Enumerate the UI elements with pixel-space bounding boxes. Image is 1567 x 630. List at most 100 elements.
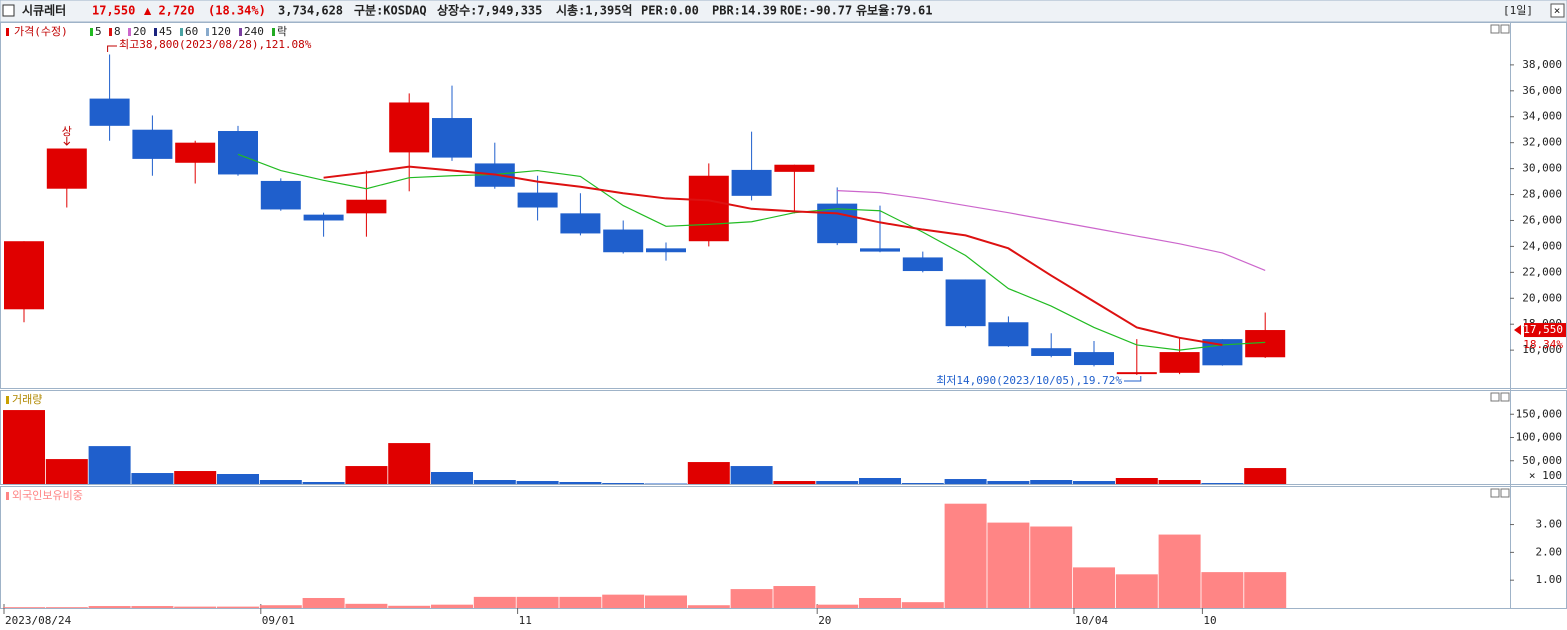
bar (687, 605, 730, 608)
bar (1073, 481, 1115, 484)
candle-body (1116, 372, 1157, 375)
bar (602, 483, 645, 484)
ma-line (323, 165, 1223, 346)
bar (859, 478, 901, 484)
panel-button[interactable] (1490, 392, 1500, 402)
legend-swatch (128, 28, 131, 36)
legend-label: 5 (95, 25, 102, 38)
bar (259, 605, 302, 608)
panel-button[interactable] (1490, 24, 1500, 34)
y-tick-label: 26,000 (1522, 213, 1562, 226)
bar (816, 481, 859, 484)
bar (645, 483, 687, 485)
bar (901, 602, 944, 608)
candle-body (988, 322, 1029, 347)
panel-button[interactable] (1500, 24, 1510, 34)
candle-body (432, 118, 472, 158)
period[interactable]: [1일] (1503, 3, 1533, 17)
legend-label: 45 (159, 25, 172, 38)
last-price-marker (1514, 325, 1521, 336)
bar (773, 481, 816, 484)
shares: 상장수:7,949,335 (437, 3, 542, 18)
bar (3, 410, 45, 484)
unit-label: × 100 (1529, 469, 1562, 482)
stock-name: 시큐레터 (22, 3, 66, 18)
candle-body (603, 229, 644, 253)
candle-body (1031, 348, 1072, 356)
bar (1073, 567, 1115, 608)
close-button[interactable] (1550, 3, 1565, 18)
y-tick-label: 22,000 (1522, 265, 1562, 278)
roe: ROE:-90.77 (780, 4, 852, 18)
candle-body (646, 248, 686, 253)
y-tick-label: 2.00 (1536, 545, 1563, 558)
y-tick-label: 38,000 (1522, 58, 1562, 71)
bar (388, 443, 431, 484)
last-price-box (1524, 323, 1566, 338)
candle-body (303, 214, 344, 221)
limit-up-arrow (63, 137, 71, 146)
bar (1244, 468, 1287, 484)
candle-body (1159, 352, 1200, 373)
y-tick-label: 16,000 (1522, 343, 1562, 356)
legend-label: 240 (244, 25, 264, 38)
bar (773, 586, 816, 608)
y-tick-label: 100,000 (1516, 431, 1562, 444)
bar (259, 480, 302, 484)
last-price-label: 17,550 (1523, 323, 1563, 336)
low-annotation: 최저14,090(2023/10/05),19.72% (936, 374, 1122, 387)
bar (901, 483, 944, 484)
panel-button[interactable] (1500, 488, 1510, 498)
high-annotation: 최고38,800(2023/08/28),121.08% (119, 38, 312, 51)
candle-body (89, 98, 130, 126)
bar (1201, 572, 1244, 608)
bar (3, 607, 45, 608)
candle-body (4, 241, 44, 310)
panel-button[interactable] (1490, 488, 1500, 498)
panel-button[interactable] (1500, 392, 1510, 402)
bar (174, 606, 217, 608)
bar (516, 481, 559, 484)
legend-label: 20 (133, 25, 146, 38)
candle-body (46, 148, 87, 189)
y-tick-label: 1.00 (1536, 573, 1563, 586)
last-price-pct: 18.34% (1523, 338, 1563, 351)
y-tick-label: 150,000 (1516, 407, 1562, 420)
bar (730, 466, 773, 484)
candle-body (517, 192, 558, 208)
bar (131, 473, 174, 484)
bar (174, 471, 217, 484)
legend-swatch (180, 28, 183, 36)
candle-body (902, 257, 943, 272)
candle-body (132, 129, 173, 159)
x-tick-label: 11 (519, 614, 532, 627)
bar (1115, 574, 1158, 608)
candle-body (688, 175, 729, 242)
bar (1201, 483, 1244, 484)
bar (687, 462, 730, 484)
bar (473, 596, 516, 608)
bar (431, 472, 473, 484)
price-panel (0, 22, 1567, 389)
bar (516, 596, 559, 608)
x-tick-label: 10/04 (1075, 614, 1108, 627)
bar (1030, 480, 1073, 484)
legend-swatch (109, 28, 112, 36)
legend-swatch (6, 492, 9, 500)
bar (88, 606, 131, 608)
change: ▲ 2,720 (144, 4, 195, 18)
price: 17,550 (92, 4, 135, 18)
bar (602, 594, 645, 608)
bar (302, 597, 345, 608)
legend-swatch (239, 28, 242, 36)
legend-label: 가격(수정) (14, 25, 68, 38)
limit-up-label: 상 (62, 125, 72, 138)
y-tick-label: 32,000 (1522, 136, 1562, 149)
checkbox[interactable] (2, 4, 15, 17)
bar (987, 481, 1030, 484)
y-tick-label: 30,000 (1522, 162, 1562, 175)
legend-label: 8 (114, 25, 121, 38)
volume: 3,734,628 (278, 4, 343, 18)
ma-line (837, 190, 1266, 271)
